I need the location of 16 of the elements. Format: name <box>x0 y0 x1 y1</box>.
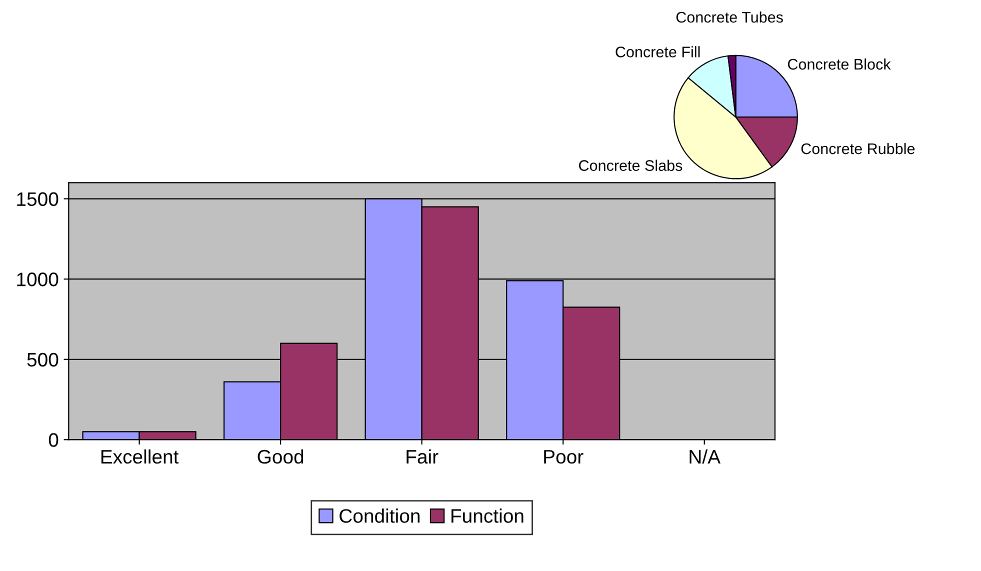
slice-label: Concrete Tubes <box>676 11 783 23</box>
y-tick-label: 0 <box>48 433 58 447</box>
y-tick-label: 1500 <box>17 192 58 206</box>
slice-label: Concrete Slabs <box>579 160 682 171</box>
y-tick-label: 500 <box>27 352 58 367</box>
x-tick-label: N/A <box>690 449 721 464</box>
y-tick-label: 1000 <box>17 272 58 286</box>
slice-label: Concrete Rubble <box>801 142 915 154</box>
slice-label: Concrete Fill <box>616 46 700 58</box>
x-tick-label: Excellent <box>101 449 179 464</box>
x-tick-label: Fair <box>406 449 438 464</box>
x-tick-label: Good <box>258 449 304 464</box>
legend-label: Function <box>452 508 524 523</box>
x-tick-label: Poor <box>544 450 584 464</box>
slice-label: Concrete Block <box>788 58 891 70</box>
legend-label: Condition <box>340 508 420 523</box>
